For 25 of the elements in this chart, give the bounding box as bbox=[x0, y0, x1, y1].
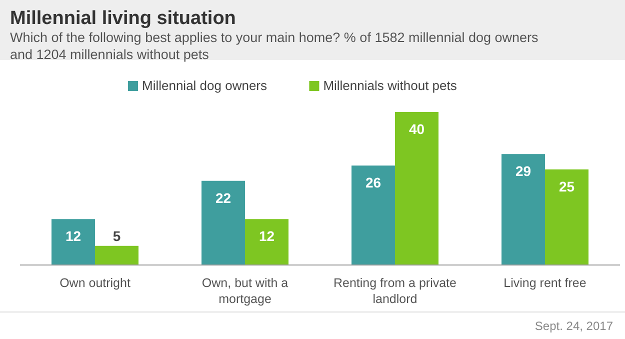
bar bbox=[395, 112, 438, 265]
chart-title: Millennial living situation bbox=[10, 8, 236, 29]
legend-label: Millennial dog owners bbox=[142, 78, 268, 93]
x-tick-label: Renting from a private landlord bbox=[334, 276, 457, 306]
bar bbox=[202, 180, 245, 265]
bar bbox=[545, 169, 588, 265]
x-tick-label: Own, but with a mortgage bbox=[202, 276, 288, 306]
bar bbox=[502, 154, 545, 265]
bar bbox=[52, 219, 95, 265]
data-label: 40 bbox=[408, 121, 425, 137]
data-label: 12 bbox=[258, 228, 275, 244]
data-label: 29 bbox=[515, 163, 532, 180]
data-label: 25 bbox=[558, 178, 575, 194]
bar bbox=[352, 166, 395, 265]
text: Sept. 24, 2017 bbox=[534, 319, 614, 333]
chart-subtitle: Which of the following best applies to your main home? % of 1582 millennial dog owners and 1204 millennials without pets bbox=[10, 30, 539, 62]
legend-label: Millennials without pets bbox=[323, 78, 458, 93]
data-label: 5 bbox=[112, 228, 121, 244]
data-label: 12 bbox=[65, 228, 82, 244]
data-label: 22 bbox=[215, 190, 232, 206]
bar bbox=[95, 246, 138, 265]
bar bbox=[245, 219, 288, 265]
x-tick-label: Living rent free bbox=[504, 276, 586, 290]
x-tick-label: Own outright bbox=[60, 276, 131, 290]
data-label: 26 bbox=[365, 174, 382, 191]
